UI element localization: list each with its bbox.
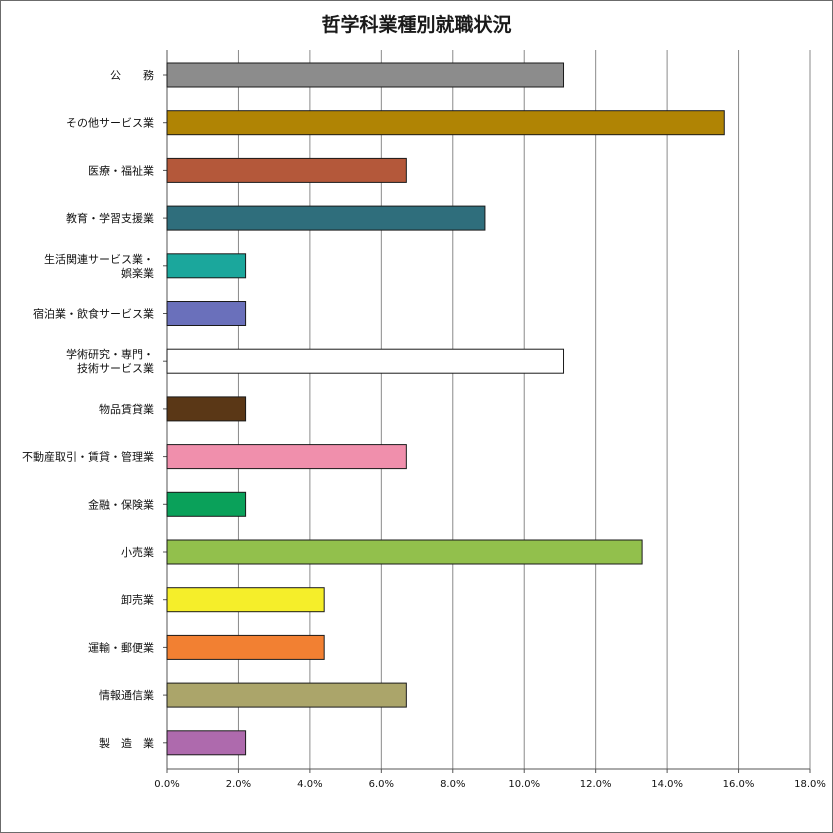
category-label: 教育・学習支援業 xyxy=(66,211,154,225)
category-label: 不動産取引・賃貸・管理業 xyxy=(22,450,154,464)
x-tick-label: 10.0% xyxy=(508,779,540,790)
category-label: 医療・福祉業 xyxy=(88,163,154,177)
chart-title: 哲学科業種別就職状況 xyxy=(321,14,512,36)
x-tick-label: 0.0% xyxy=(154,779,179,790)
x-tick-label: 16.0% xyxy=(723,779,755,790)
bar xyxy=(166,110,725,136)
x-tick-label: 12.0% xyxy=(580,779,612,790)
category-label: 製 造 業 xyxy=(99,736,154,750)
bar xyxy=(166,301,247,326)
category-label: 物品賃貸業 xyxy=(99,402,154,416)
bar xyxy=(166,205,486,231)
bar xyxy=(166,539,643,565)
bar xyxy=(166,444,407,470)
x-tick-label: 14.0% xyxy=(651,779,683,790)
bar xyxy=(166,491,247,517)
x-tick-label: 6.0% xyxy=(369,779,394,790)
bar xyxy=(166,348,565,374)
x-tick-label: 2.0% xyxy=(226,779,251,790)
bar xyxy=(166,253,247,279)
category-label: 卸売業 xyxy=(121,593,154,607)
category-label: 金融・保険業 xyxy=(88,497,154,511)
bar xyxy=(166,157,407,183)
bar xyxy=(166,396,247,422)
category-label: その他サービス業 xyxy=(66,117,154,130)
bar xyxy=(166,682,407,708)
x-tick-label: 4.0% xyxy=(297,779,322,790)
category-label: 情報通信業 xyxy=(99,689,154,702)
category-label: 小売業 xyxy=(121,546,154,559)
bar xyxy=(166,587,325,613)
x-tick-label: 8.0% xyxy=(440,779,465,790)
category-label: 宿泊業・飲食サービス業 xyxy=(33,307,154,321)
category-label: 運輸・郵便業 xyxy=(88,640,154,654)
x-tick-label: 18.0% xyxy=(794,779,826,790)
bar xyxy=(166,634,325,660)
bar xyxy=(166,62,565,88)
bar xyxy=(166,730,247,756)
category-label: 公 務 xyxy=(110,68,154,82)
category-label: 学術研究・専門・技術サービス業 xyxy=(66,347,154,375)
category-label: 生活関連サービス業・娯楽業 xyxy=(44,252,154,280)
